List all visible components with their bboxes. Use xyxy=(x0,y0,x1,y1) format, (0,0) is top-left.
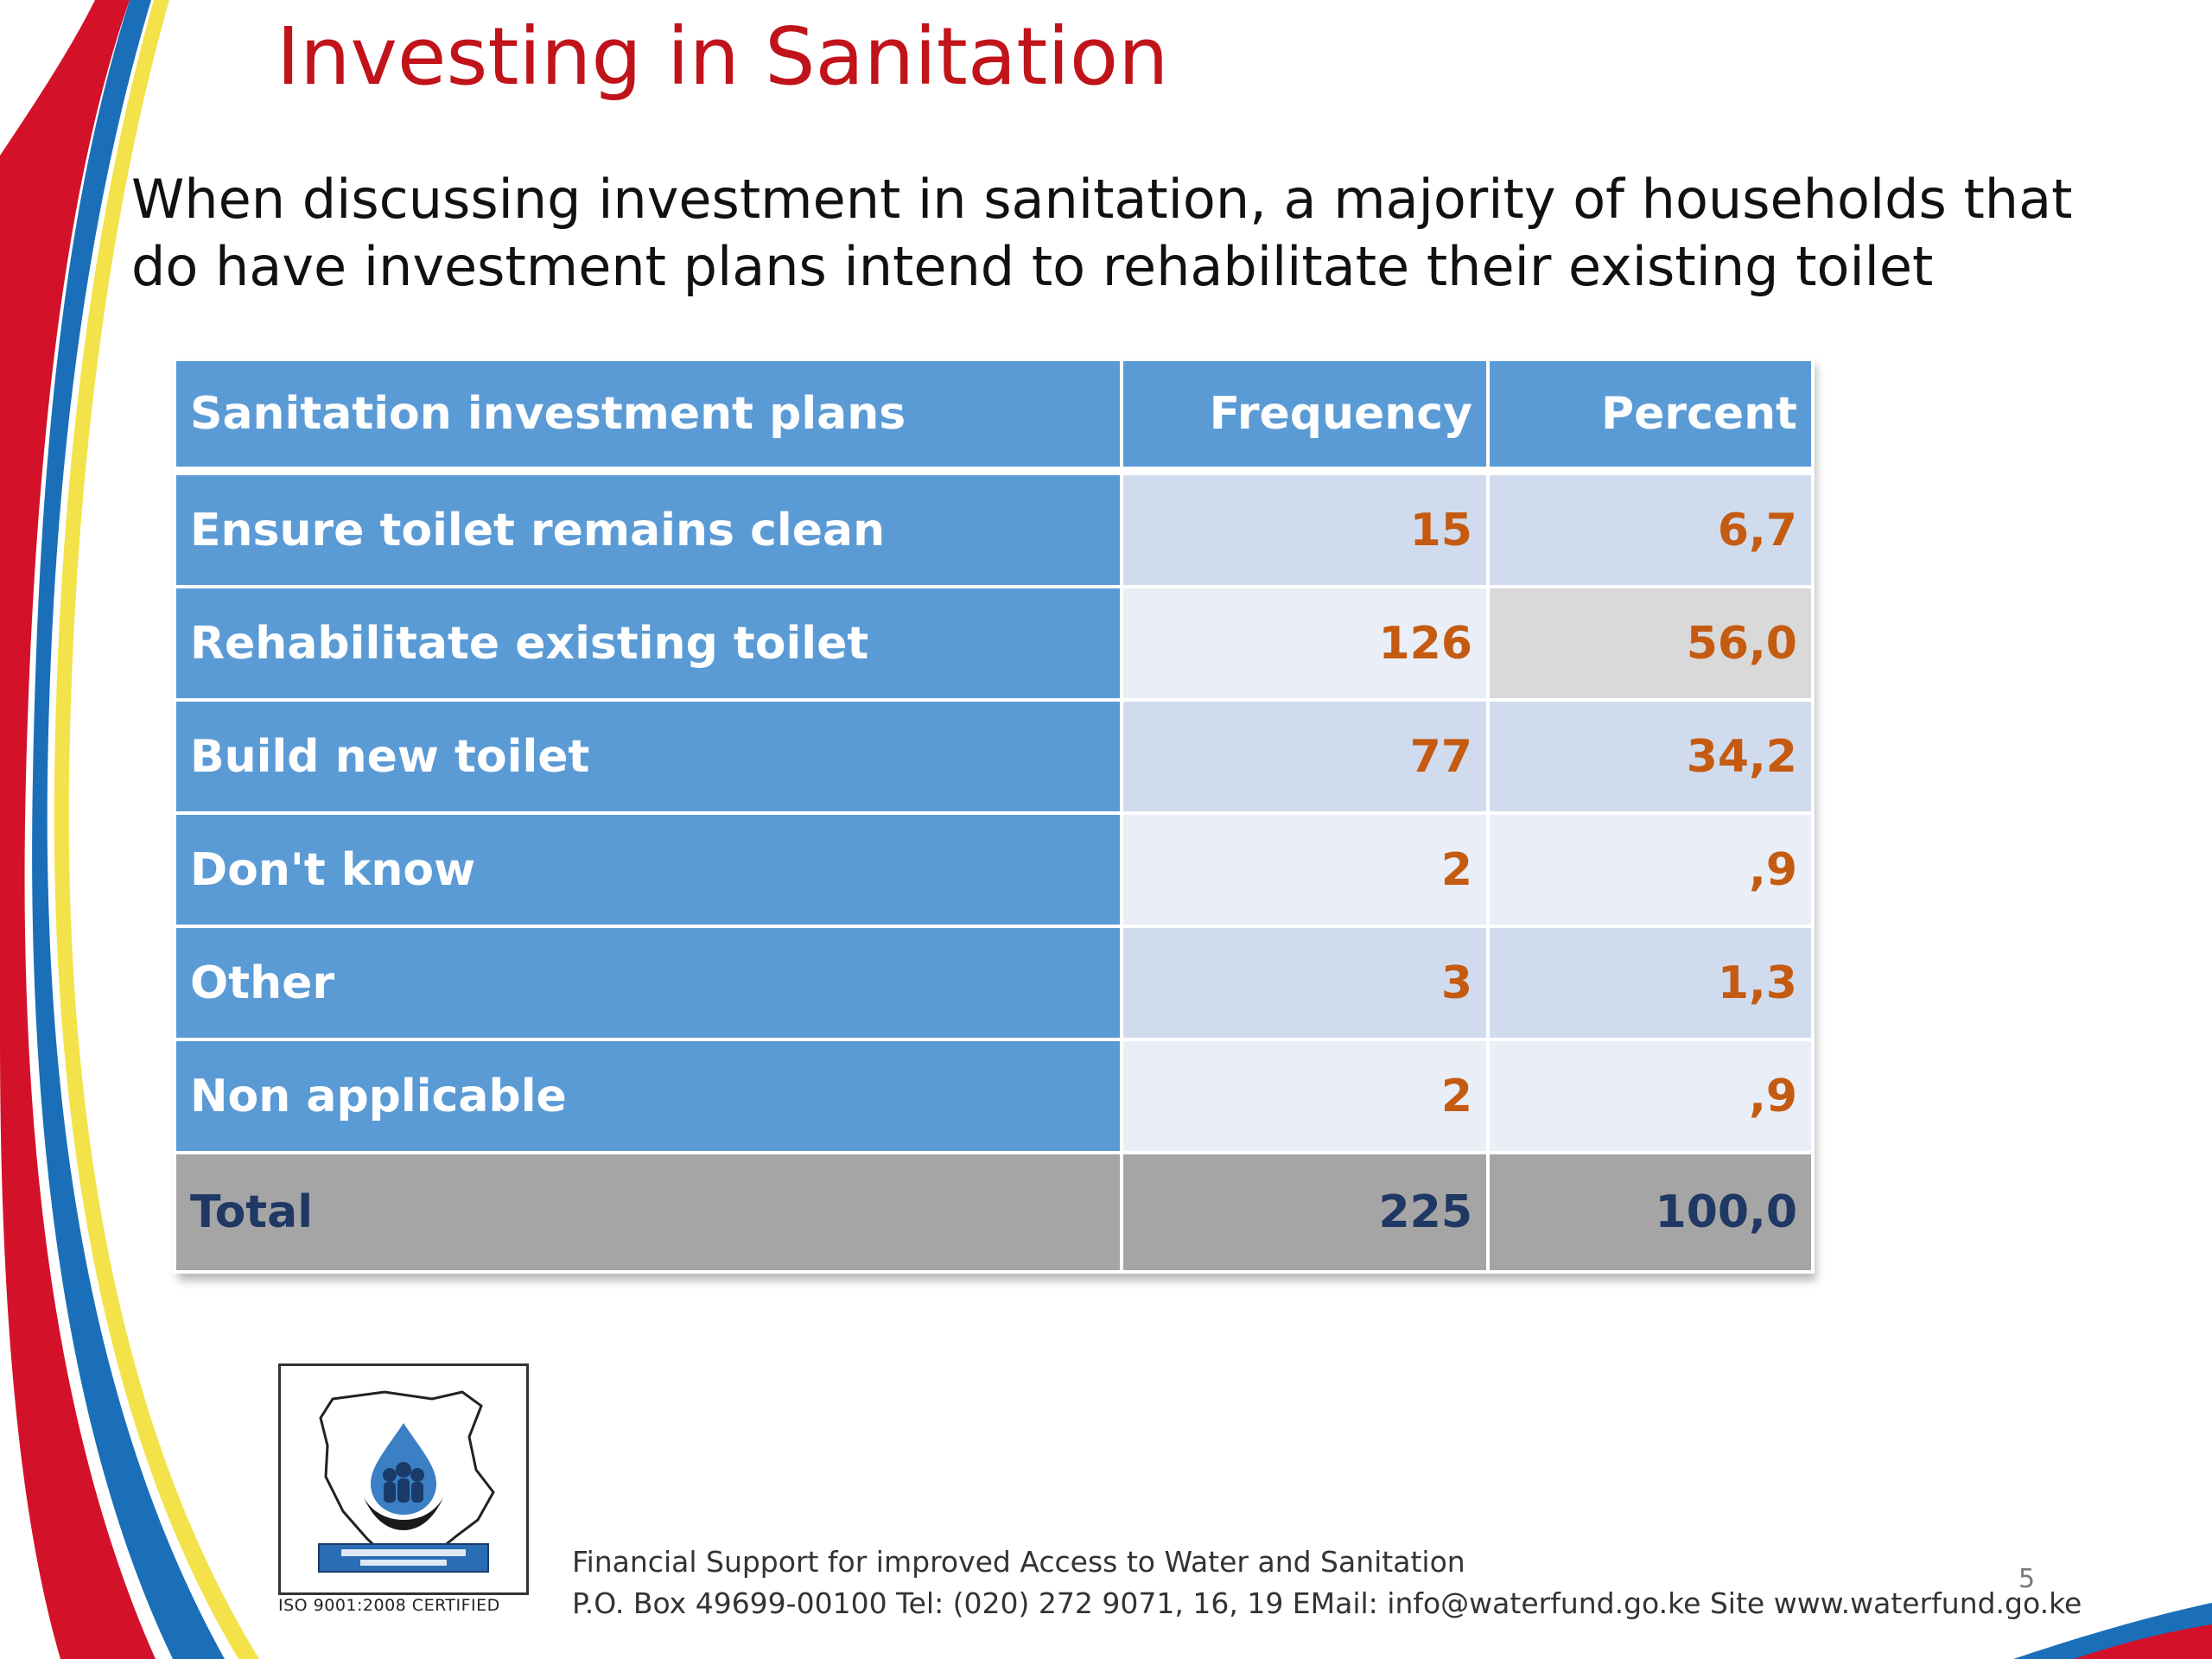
row-frequency: 3 xyxy=(1120,925,1490,1041)
table-row: Non applicable 2 ,9 xyxy=(173,1038,1815,1154)
row-frequency: 77 xyxy=(1120,698,1490,815)
investment-table-container: Sanitation investment plans Frequency Pe… xyxy=(173,358,1815,1274)
footer-contact: P.O. Box 49699-00100 Tel: (020) 272 9071… xyxy=(572,1586,2082,1620)
water-sector-trust-fund-logo xyxy=(278,1363,529,1595)
header-plans: Sanitation investment plans xyxy=(173,358,1123,473)
row-percent-highlighted: 56,0 xyxy=(1486,585,1815,702)
header-percent: Percent xyxy=(1486,358,1815,473)
table-row: Ensure toilet remains clean 15 6,7 xyxy=(173,469,1815,588)
footer-tagline: Financial Support for improved Access to… xyxy=(572,1545,1465,1579)
row-frequency: 2 xyxy=(1120,811,1490,928)
sanitation-investment-table: Sanitation investment plans Frequency Pe… xyxy=(173,358,1815,1274)
total-frequency: 225 xyxy=(1120,1151,1490,1274)
bottom-right-swoosh-red xyxy=(2074,1624,2212,1659)
table-row: Build new toilet 77 34,2 xyxy=(173,698,1815,815)
row-frequency: 15 xyxy=(1120,469,1490,588)
row-frequency: 2 xyxy=(1120,1038,1490,1154)
total-percent: 100,0 xyxy=(1486,1151,1815,1274)
iso-certification: ISO 9001:2008 CERTIFIED xyxy=(278,1596,500,1615)
table-row: Other 3 1,3 xyxy=(173,925,1815,1041)
row-percent: 34,2 xyxy=(1486,698,1815,815)
total-label: Total xyxy=(173,1151,1123,1274)
row-label: Ensure toilet remains clean xyxy=(173,469,1123,588)
table-total-row: Total 225 100,0 xyxy=(173,1151,1815,1274)
slide-title: Investing in Sanitation xyxy=(276,10,1169,103)
header-frequency: Frequency xyxy=(1120,358,1490,473)
row-label: Build new toilet xyxy=(173,698,1123,815)
row-label: Non applicable xyxy=(173,1038,1123,1154)
row-percent: 1,3 xyxy=(1486,925,1815,1041)
row-label: Don't know xyxy=(173,811,1123,928)
slide-subtitle: When discussing investment in sanitation… xyxy=(131,168,2073,298)
row-label: Rehabilitate existing toilet xyxy=(173,585,1123,702)
page-number: 5 xyxy=(2018,1564,2036,1594)
row-percent: 6,7 xyxy=(1486,469,1815,588)
row-percent: ,9 xyxy=(1486,811,1815,928)
row-frequency: 126 xyxy=(1120,585,1490,702)
table-row: Rehabilitate existing toilet 126 56,0 xyxy=(173,585,1815,702)
table-row: Don't know 2 ,9 xyxy=(173,811,1815,928)
row-label: Other xyxy=(173,925,1123,1041)
kenya-map-logo-icon xyxy=(318,1390,495,1573)
row-percent: ,9 xyxy=(1486,1038,1815,1154)
table-header-row: Sanitation investment plans Frequency Pe… xyxy=(173,358,1815,473)
